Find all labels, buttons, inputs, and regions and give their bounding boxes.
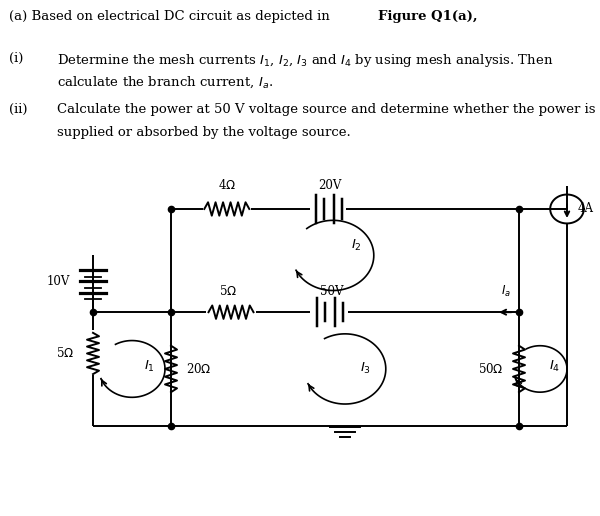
Text: $I_3$: $I_3$ [360, 361, 371, 377]
Text: Determine the mesh currents $I_1$, $I_2$, $I_3$ and $I_4$ by using mesh analysis: Determine the mesh currents $I_1$, $I_2$… [57, 52, 553, 69]
Text: $I_4$: $I_4$ [549, 359, 560, 374]
Text: Figure Q1(a),: Figure Q1(a), [378, 10, 478, 23]
Text: calculate the branch current, $I_a$.: calculate the branch current, $I_a$. [57, 75, 273, 90]
Text: supplied or absorbed by the voltage source.: supplied or absorbed by the voltage sour… [57, 126, 351, 139]
Text: $I_2$: $I_2$ [351, 237, 362, 253]
Text: (i): (i) [9, 52, 23, 64]
Text: 10V: 10V [47, 275, 70, 288]
Text: 5$\Omega$: 5$\Omega$ [56, 346, 74, 361]
Text: $I_a$: $I_a$ [501, 284, 511, 299]
Text: 5$\Omega$: 5$\Omega$ [219, 284, 237, 298]
Text: 50V: 50V [320, 285, 344, 298]
Text: 4$\Omega$: 4$\Omega$ [218, 178, 236, 192]
Text: 20V: 20V [319, 179, 341, 192]
Text: $I_1$: $I_1$ [144, 359, 155, 374]
Text: Calculate the power at 50 V voltage source and determine whether the power is: Calculate the power at 50 V voltage sour… [57, 103, 595, 116]
Text: 4A: 4A [578, 202, 594, 216]
Text: 50$\Omega$: 50$\Omega$ [478, 362, 504, 376]
Text: 20$\Omega$: 20$\Omega$ [186, 362, 212, 376]
Text: (ii): (ii) [9, 103, 28, 116]
Text: (a) Based on electrical DC circuit as depicted in: (a) Based on electrical DC circuit as de… [9, 10, 334, 23]
